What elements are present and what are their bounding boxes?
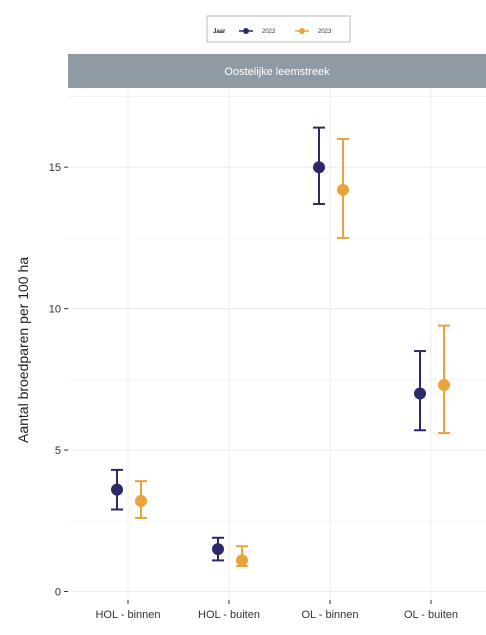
- x-tick-label: HOL - binnen: [95, 609, 160, 621]
- legend: Jaar 2022 2023: [206, 15, 351, 43]
- legend-label-2022: 2022: [262, 29, 276, 35]
- legend-item-2023: 2023: [295, 28, 332, 35]
- legend-box: [206, 15, 351, 43]
- y-tick-label: 5: [55, 445, 61, 457]
- legend-title: Jaar: [213, 29, 226, 35]
- x-tick-label: HOL - buiten: [198, 609, 260, 621]
- facet-strip: Oostelijke leemstreek: [68, 54, 486, 88]
- x-tick-label: OL - buiten: [404, 609, 458, 621]
- legend-swatch-dot-2023: [299, 28, 305, 34]
- data-point: [212, 543, 224, 556]
- data-point: [135, 494, 147, 507]
- y-tick-label: 10: [49, 304, 61, 316]
- y-tick-label: 15: [49, 162, 61, 174]
- series-2023: [135, 137, 450, 568]
- y-tick-label: 0: [55, 587, 61, 599]
- data-point: [313, 161, 325, 174]
- facet-strip-label: Oostelijke leemstreek: [224, 66, 330, 78]
- data-point: [438, 379, 450, 392]
- facet-strip-background: [68, 54, 486, 88]
- data-point: [337, 183, 349, 196]
- series-2022: [111, 126, 426, 562]
- axes: 0 5 10 15 HOL - binnen HOL - buiten OL - binne…: [49, 162, 458, 621]
- legend-item-2022: 2022: [239, 28, 276, 35]
- data-marks: [111, 126, 450, 568]
- data-point: [236, 554, 248, 567]
- x-tick-label: OL - binnen: [301, 609, 358, 621]
- legend-swatch-dot-2022: [243, 28, 249, 34]
- legend-label-2023: 2023: [318, 29, 332, 35]
- grid: [68, 88, 486, 600]
- data-point: [111, 483, 123, 496]
- y-axis-title: Aantal broedparen per 100 ha: [15, 257, 31, 443]
- data-point: [414, 387, 426, 400]
